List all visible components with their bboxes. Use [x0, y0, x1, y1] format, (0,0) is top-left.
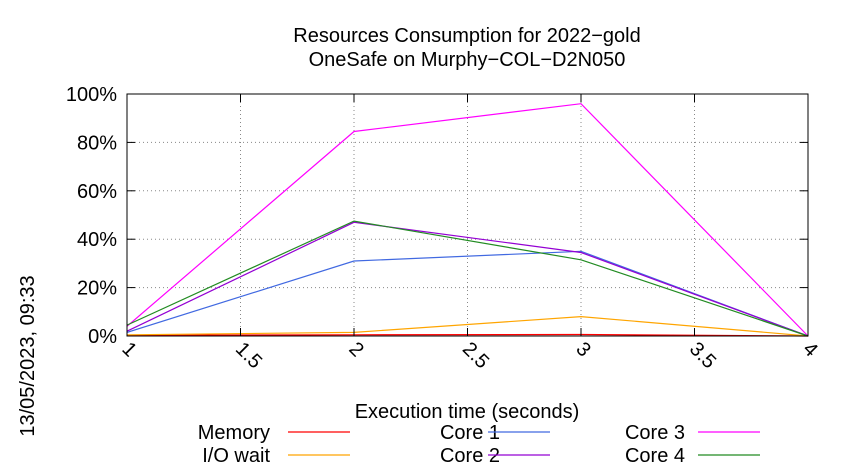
y-tick-label: 0%: [88, 326, 117, 348]
series-line-core-3: [126, 103, 809, 337]
series-line-core-1: [126, 250, 809, 337]
timestamp-label: 13/05/2023, 09:33: [17, 275, 39, 436]
x-tick-label: 1.5: [231, 338, 266, 373]
x-axis-label: Execution time (seconds): [355, 401, 580, 423]
x-tick-label: 1: [117, 338, 140, 361]
series-line-core-4: [126, 220, 809, 337]
x-tick-label: 4: [798, 338, 821, 361]
x-tick-label: 3: [571, 338, 594, 361]
axis-ticks: 0% 20% 40% 60% 80% 100% 1 1.5 2 2.5 3 3.5 4: [66, 84, 822, 373]
legend-label-memory: Memory: [198, 422, 270, 444]
y-tick-label: 100%: [66, 84, 117, 106]
y-tick-label: 80%: [77, 132, 117, 154]
legend-label-core-2: Core 2: [440, 445, 500, 467]
legend-label-core-1: Core 1: [440, 422, 500, 444]
x-tick-label: 2.5: [458, 338, 493, 373]
chart-title-line-2: OneSafe on Murphy−COL−D2N050: [309, 49, 626, 71]
x-tick-label: 2: [344, 338, 367, 361]
grid-lines: [127, 94, 808, 336]
y-tick-label: 60%: [77, 181, 117, 203]
chart-title-line-1: Resources Consumption for 2022−gold: [293, 25, 640, 47]
legend-label-core-3: Core 3: [625, 422, 685, 444]
y-tick-label: 40%: [77, 229, 117, 251]
legend-label-i-o-wait: I/O wait: [202, 445, 270, 467]
y-tick-label: 20%: [77, 278, 117, 300]
series-line-core-2: [126, 221, 809, 337]
legend-label-core-4: Core 4: [625, 445, 685, 467]
x-tick-label: 3.5: [685, 338, 720, 373]
